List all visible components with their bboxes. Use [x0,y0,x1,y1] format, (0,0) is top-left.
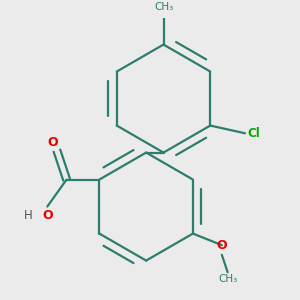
Text: H: H [24,208,32,221]
Text: CH₃: CH₃ [154,2,173,12]
Text: O: O [42,208,52,221]
Text: O: O [217,238,227,252]
Text: O: O [48,136,58,149]
Text: Cl: Cl [247,127,260,140]
Text: CH₃: CH₃ [218,274,237,284]
